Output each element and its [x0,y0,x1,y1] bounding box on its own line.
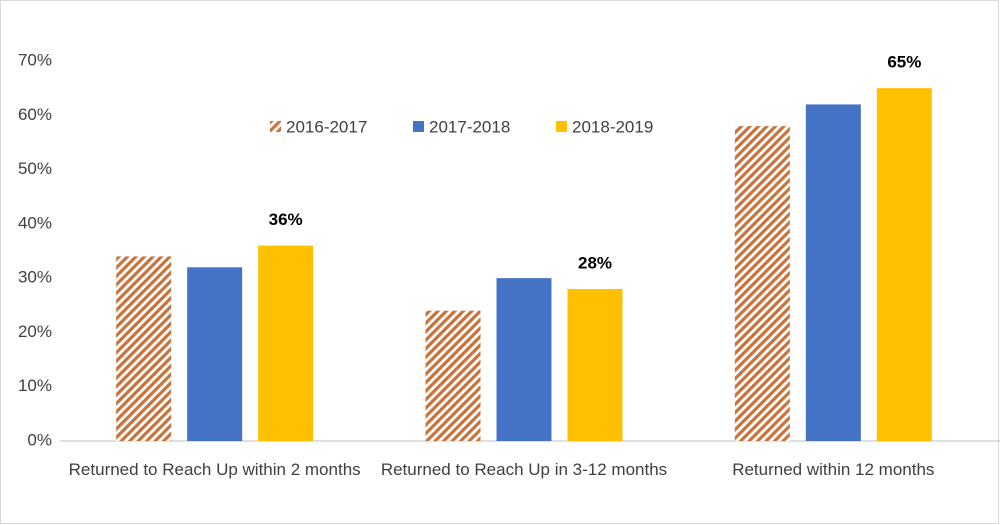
y-tick-label: 20% [18,322,52,341]
y-tick-label: 70% [18,50,52,69]
bar [258,245,314,441]
x-tick-label: Returned to Reach Up in 3-12 months [380,460,668,479]
x-tick-label: Returned within 12 months [732,460,935,479]
x-tick-label: Returned to Reach Up within 2 months [68,460,361,479]
y-tick-label: 30% [18,268,52,287]
bar [425,310,481,441]
y-tick-label: 40% [18,213,52,232]
data-label: 36% [269,210,303,229]
legend-label: 2016-2017 [286,117,367,136]
y-tick-label: 10% [18,376,52,395]
bar [876,88,932,442]
bar [496,278,552,441]
bar [805,104,861,441]
bar [567,289,623,441]
legend-swatch [413,121,424,132]
bar [734,126,790,442]
y-tick-label: 0% [27,430,52,449]
bar [187,267,243,441]
legend-label: 2018-2019 [572,117,653,136]
legend-swatch [270,121,281,132]
data-label: 65% [887,53,921,72]
y-tick-label: 60% [18,105,52,124]
legend-label: 2017-2018 [429,117,510,136]
data-label: 28% [578,253,612,272]
bar [116,256,172,441]
legend-swatch [556,121,567,132]
y-tick-label: 50% [18,159,52,178]
